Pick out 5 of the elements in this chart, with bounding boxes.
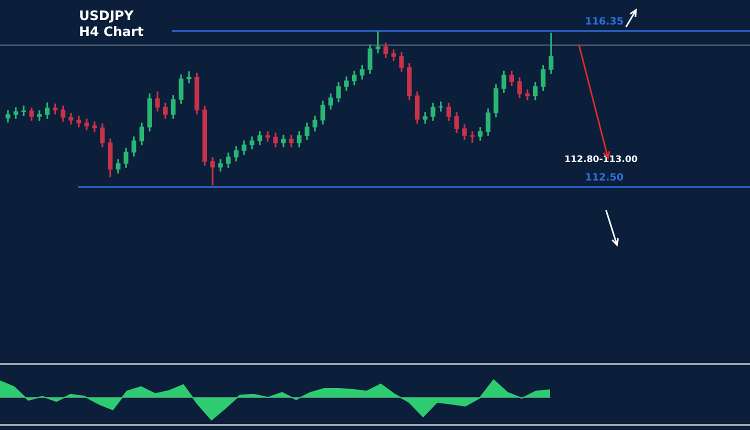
y-tick-label: 116.35 bbox=[585, 16, 624, 28]
y-tick-label: 112.50 bbox=[585, 172, 624, 184]
text: 112.80-113.00 bbox=[564, 155, 638, 165]
chart-subtitle: H4 Chart bbox=[79, 25, 144, 40]
chart-title: USDJPY bbox=[79, 9, 134, 24]
